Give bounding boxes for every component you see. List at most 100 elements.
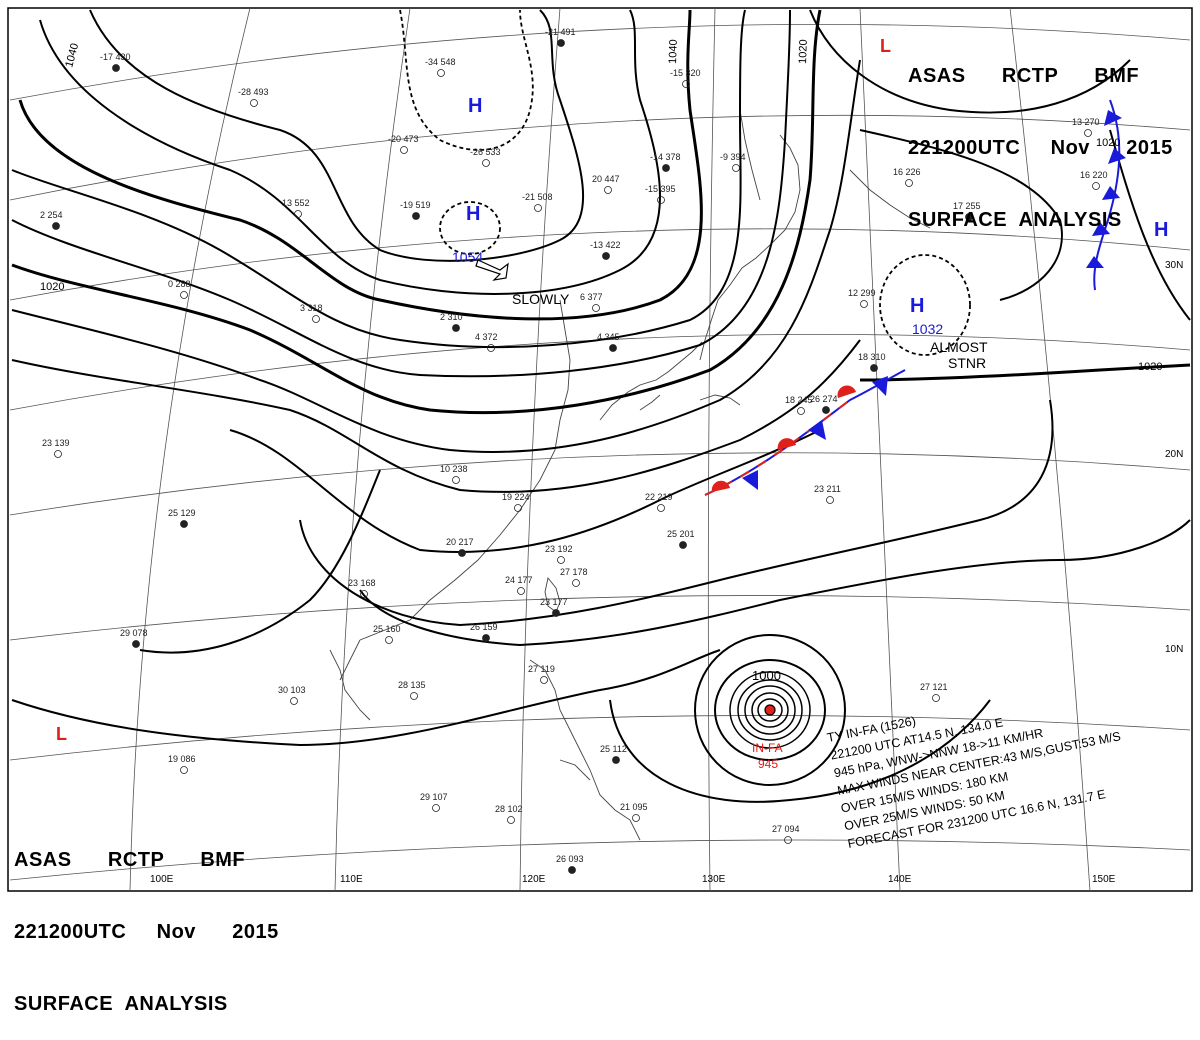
low-pressure-symbol: L xyxy=(880,36,891,56)
station-label: 24 177 xyxy=(505,575,533,585)
station-circle xyxy=(517,587,525,595)
station-circle xyxy=(410,692,418,700)
station-circle xyxy=(826,496,834,504)
station-label: 25 112 xyxy=(600,744,627,754)
longitude-label: 110E xyxy=(340,874,363,885)
station-label: -19 519 xyxy=(400,200,431,210)
warm-front-semicircle xyxy=(837,385,856,398)
station-circle xyxy=(514,504,522,512)
station-label: 29 107 xyxy=(420,792,448,802)
station-label: 3 318 xyxy=(300,303,323,313)
station-label: 26 093 xyxy=(556,854,584,864)
station-circle xyxy=(552,609,560,617)
station-label: -15 320 xyxy=(670,68,701,78)
station-label: 20 447 xyxy=(592,174,620,184)
station-label: 2 254 xyxy=(40,210,63,220)
station-circle xyxy=(290,697,298,705)
motion-arrow xyxy=(475,259,509,281)
high-pressure-symbol: H xyxy=(466,203,480,225)
station-circle xyxy=(180,291,188,299)
station-label: 27 119 xyxy=(528,664,555,674)
station-label: -20 473 xyxy=(388,134,419,144)
high-pressure-value: 1032 xyxy=(912,321,943,337)
motion-label: STNR xyxy=(948,355,986,371)
station-circle xyxy=(657,504,665,512)
isobar-label: 1020 xyxy=(1138,361,1162,373)
station-label: -9 394 xyxy=(720,152,746,162)
station-circle xyxy=(965,213,973,221)
longitude-label: 120E xyxy=(522,874,546,885)
typhoon-name: IN-FA xyxy=(752,741,783,755)
high-pressure-symbol: H xyxy=(1154,219,1168,241)
station-circle xyxy=(385,636,393,644)
station-label: 27 178 xyxy=(560,567,588,577)
isobar-label: 1020 xyxy=(1096,137,1120,149)
cold-front-east xyxy=(1086,99,1126,291)
warm-front-semicircle xyxy=(777,438,796,450)
typhoon-pressure: 945 xyxy=(758,757,778,771)
longitude-label: 140E xyxy=(888,874,912,885)
high-pressure-symbol: H xyxy=(468,95,482,117)
station-label: 23 139 xyxy=(42,438,70,448)
station-circle xyxy=(400,146,408,154)
isobar-label: 1020 xyxy=(40,281,64,293)
map-frame xyxy=(7,7,1193,892)
header-line-2: 221200UTC Nov 2015 xyxy=(14,921,279,943)
station-label: -13 422 xyxy=(590,240,621,250)
station-label: 21 095 xyxy=(620,802,648,812)
station-label: 23 192 xyxy=(545,544,573,554)
station-label: 19 086 xyxy=(168,754,196,764)
header-line-1: ASAS RCTP BMF xyxy=(908,65,1140,87)
warm-front-semicircle xyxy=(711,480,730,492)
cold-front-triangle xyxy=(872,376,888,396)
station-circle xyxy=(662,164,670,172)
station-label: 27 121 xyxy=(920,682,948,692)
station-circle xyxy=(482,634,490,642)
latitude-label: 20N xyxy=(1165,449,1183,460)
station-circle xyxy=(507,816,515,824)
station-circle xyxy=(870,364,878,372)
station-circle xyxy=(784,836,792,844)
cold-front-triangle xyxy=(808,420,826,440)
station-circle xyxy=(905,179,913,187)
longitude-label: 150E xyxy=(1092,874,1116,885)
station-circle xyxy=(860,300,868,308)
station-label: -28 493 xyxy=(238,87,269,97)
header-line-2: 221200UTC Nov 2015 xyxy=(908,137,1173,159)
station-circle xyxy=(54,450,62,458)
station-circle xyxy=(482,159,490,167)
station-label: 18 245 xyxy=(785,395,813,405)
station-label: -17 430 xyxy=(100,52,131,62)
station-label: -21 491 xyxy=(545,27,576,37)
station-label: 22 219 xyxy=(645,492,673,502)
station-circle xyxy=(557,39,565,47)
station-label: 0 288 xyxy=(168,279,191,289)
station-label: 13 552 xyxy=(282,198,310,208)
station-circle xyxy=(294,210,302,218)
station-label: 20 217 xyxy=(446,537,474,547)
motion-label: ALMOST xyxy=(930,339,988,355)
station-circle xyxy=(452,476,460,484)
station-label: 23 211 xyxy=(814,484,841,494)
coastlines xyxy=(329,109,931,841)
station-circle xyxy=(1084,129,1092,137)
station-circle xyxy=(568,866,576,874)
station-circle xyxy=(52,222,60,230)
station-label: -14 378 xyxy=(650,152,681,162)
latitude-label: 10N xyxy=(1165,644,1183,655)
surface-analysis-map: H 1054 H H 1032 H L L SLOWLY ALMOST STNR… xyxy=(7,7,1193,892)
station-circle xyxy=(458,549,466,557)
station-circle xyxy=(602,252,610,260)
low-pressure-symbol: L xyxy=(56,724,67,744)
station-label: 25 129 xyxy=(168,508,196,518)
motion-label: SLOWLY xyxy=(512,291,570,307)
station-circle xyxy=(657,196,665,204)
station-label: -21 508 xyxy=(522,192,553,202)
station-label: 2 310 xyxy=(440,312,463,322)
station-label: 16 226 xyxy=(893,167,921,177)
intermediate-isobars xyxy=(399,9,971,356)
station-label: 19 224 xyxy=(502,492,530,502)
station-circle xyxy=(250,99,258,107)
station-circle xyxy=(487,344,495,352)
station-circle xyxy=(132,640,140,648)
